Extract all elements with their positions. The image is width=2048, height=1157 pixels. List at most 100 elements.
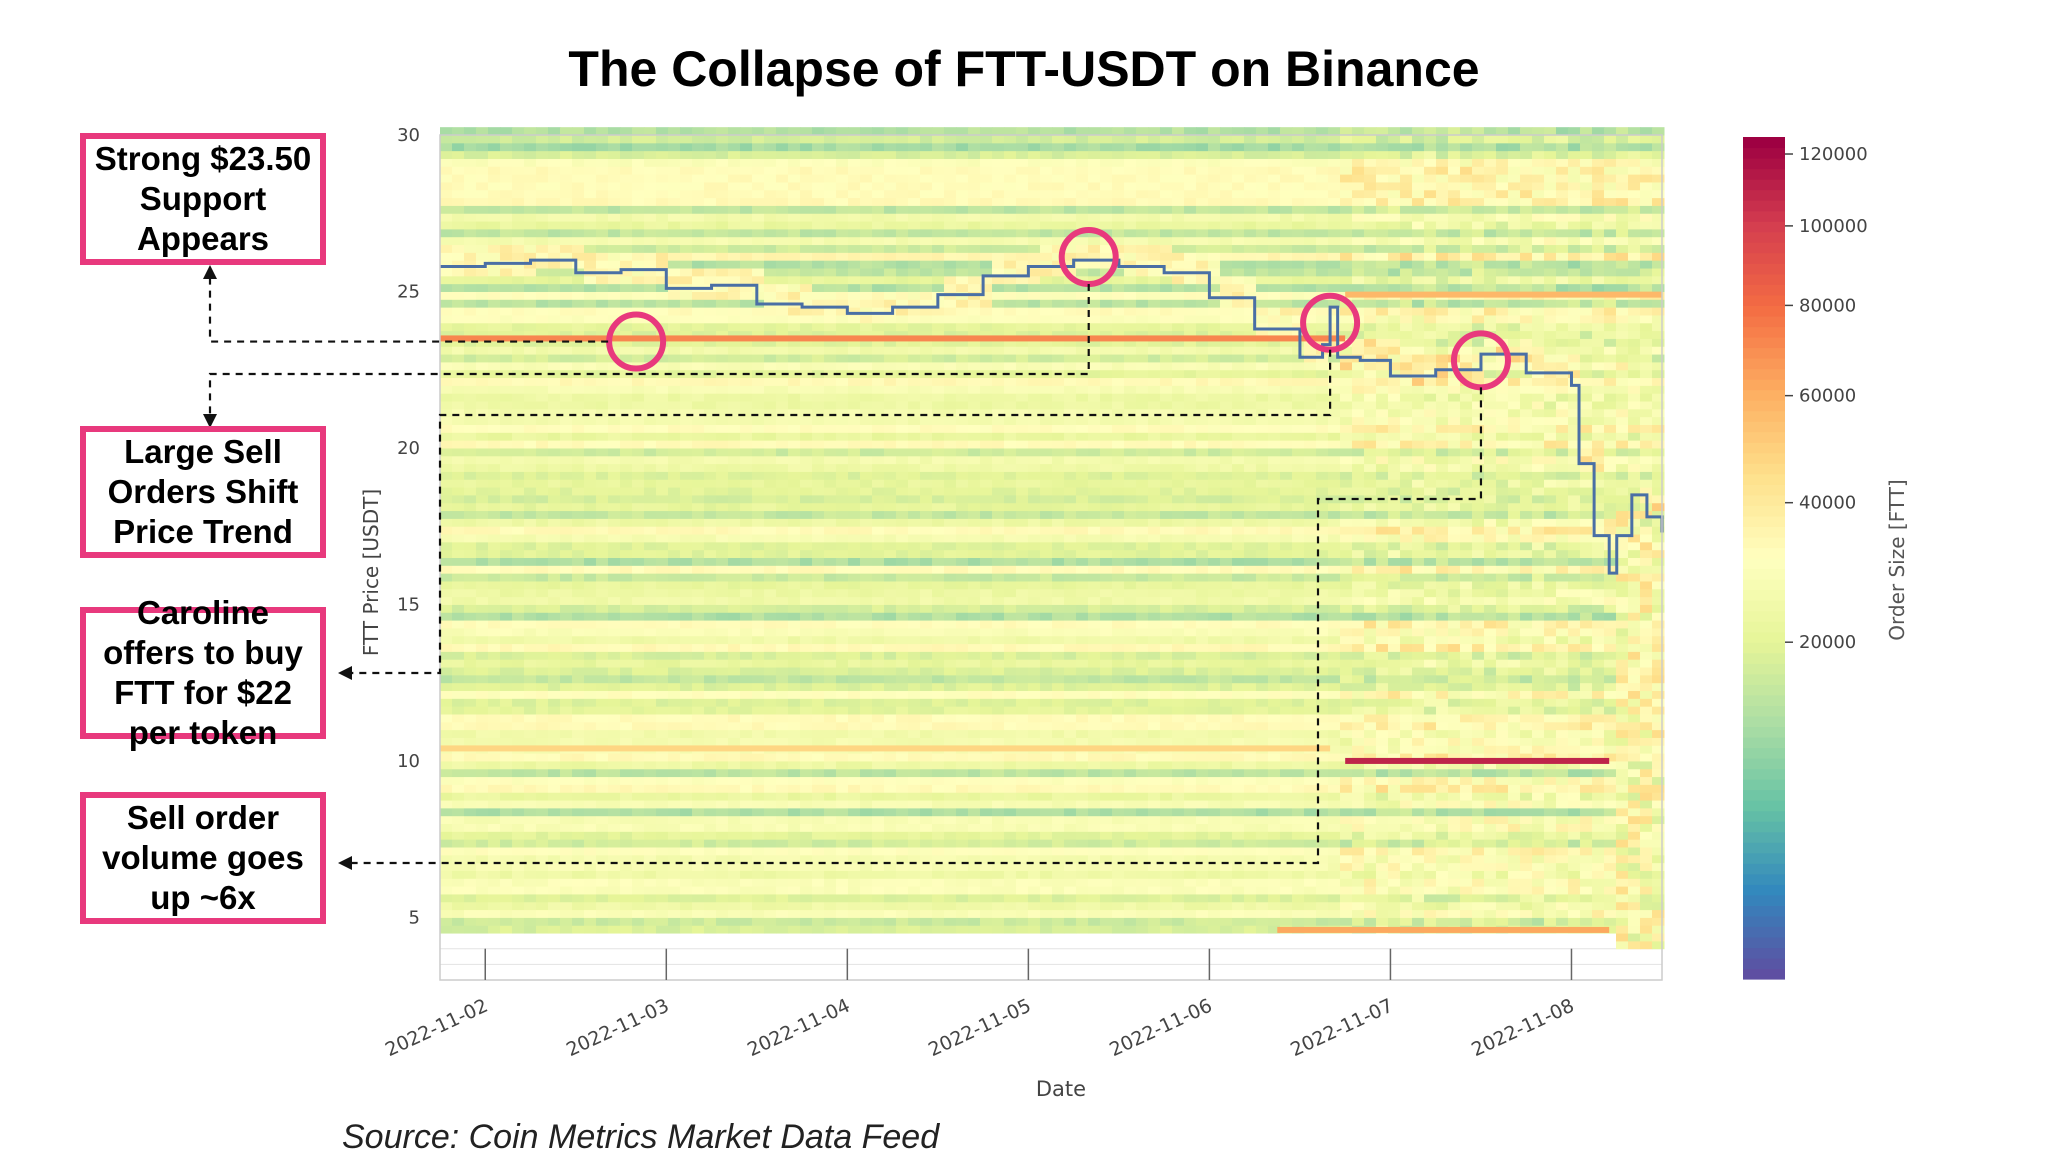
heat-cell <box>620 276 633 284</box>
heat-cell <box>776 612 789 620</box>
heat-cell <box>908 417 921 425</box>
heat-cell <box>596 816 609 824</box>
heat-cell <box>560 495 573 503</box>
heat-cell <box>464 448 477 456</box>
heat-cell <box>944 878 957 886</box>
heat-cell <box>836 917 849 925</box>
heat-cell <box>932 385 945 393</box>
heat-cell <box>848 691 861 699</box>
heat-cell <box>524 323 537 331</box>
heat-cell <box>932 878 945 886</box>
heat-cell <box>764 479 777 487</box>
heat-cell <box>440 792 453 800</box>
heat-cell <box>956 424 969 432</box>
heat-cell <box>716 221 729 229</box>
heat-cell <box>968 683 981 691</box>
heat-cell <box>464 902 477 910</box>
heat-cell <box>812 166 825 174</box>
heat-cell <box>524 769 537 777</box>
heat-cell <box>668 761 681 769</box>
heat-cell <box>860 784 873 792</box>
heat-cell <box>704 659 717 667</box>
heat-cell <box>572 487 585 495</box>
heat-cell <box>788 722 801 730</box>
heat-cell <box>548 730 561 738</box>
heat-cell <box>1004 190 1017 198</box>
heat-cell <box>440 511 453 519</box>
heat-cell <box>584 245 597 253</box>
heat-cell <box>500 878 513 886</box>
heat-cell <box>872 565 885 573</box>
heat-cell <box>836 894 849 902</box>
heat-cell <box>632 573 645 581</box>
heat-cell <box>992 346 1005 354</box>
heat-cell <box>656 252 669 260</box>
heat-cell <box>632 824 645 832</box>
heat-cell <box>740 753 753 761</box>
heat-cell <box>608 479 621 487</box>
heat-cell <box>920 354 933 362</box>
heat-cell <box>812 777 825 785</box>
heat-cell <box>656 831 669 839</box>
heat-cell <box>944 839 957 847</box>
heat-cell <box>476 213 489 221</box>
heat-cell <box>596 276 609 284</box>
heat-cell <box>476 417 489 425</box>
heat-cell <box>848 597 861 605</box>
heat-cell <box>632 401 645 409</box>
heat-cell <box>596 511 609 519</box>
heat-cell <box>644 440 657 448</box>
heat-cell <box>488 824 501 832</box>
heat-cell <box>536 229 549 237</box>
heat-cell <box>464 581 477 589</box>
heat-cell <box>572 471 585 479</box>
heat-cell <box>728 597 741 605</box>
heat-cell <box>572 910 585 918</box>
heat-cell <box>956 581 969 589</box>
heat-cell <box>716 151 729 159</box>
heat-cell <box>860 620 873 628</box>
heat-cell <box>440 182 453 190</box>
heat-cell <box>488 651 501 659</box>
heat-cell <box>764 284 777 292</box>
heat-cell <box>920 291 933 299</box>
heat-cell <box>632 424 645 432</box>
heat-cell <box>812 448 825 456</box>
heat-cell <box>968 464 981 472</box>
heat-cell <box>896 878 909 886</box>
heat-cell <box>476 753 489 761</box>
heat-cell <box>836 581 849 589</box>
heat-cell <box>872 886 885 894</box>
heat-cell <box>752 143 765 151</box>
heat-cell <box>596 714 609 722</box>
heat-cell <box>572 346 585 354</box>
heat-cell <box>620 698 633 706</box>
heat-cell <box>932 135 945 143</box>
heat-cell <box>812 565 825 573</box>
heat-cell <box>908 393 921 401</box>
heat-cell <box>740 581 753 589</box>
heat-cell <box>980 518 993 526</box>
heat-cell <box>440 284 453 292</box>
heat-cell <box>1004 550 1017 558</box>
heat-cell <box>896 432 909 440</box>
heat-cell <box>716 589 729 597</box>
heat-cell <box>620 534 633 542</box>
heat-cell <box>752 526 765 534</box>
heat-cell <box>944 471 957 479</box>
heat-cell <box>560 245 573 253</box>
heat-cell <box>536 448 549 456</box>
heat-cell <box>464 276 477 284</box>
heat-cell <box>992 808 1005 816</box>
heat-cell <box>560 440 573 448</box>
heat-cell <box>752 456 765 464</box>
heat-cell <box>884 362 897 370</box>
heat-cell <box>620 448 633 456</box>
heat-cell <box>836 354 849 362</box>
heat-cell <box>680 323 693 331</box>
heat-cell <box>644 589 657 597</box>
heat-cell <box>500 792 513 800</box>
heat-cell <box>776 190 789 198</box>
heat-cell <box>680 878 693 886</box>
heat-cell <box>980 315 993 323</box>
